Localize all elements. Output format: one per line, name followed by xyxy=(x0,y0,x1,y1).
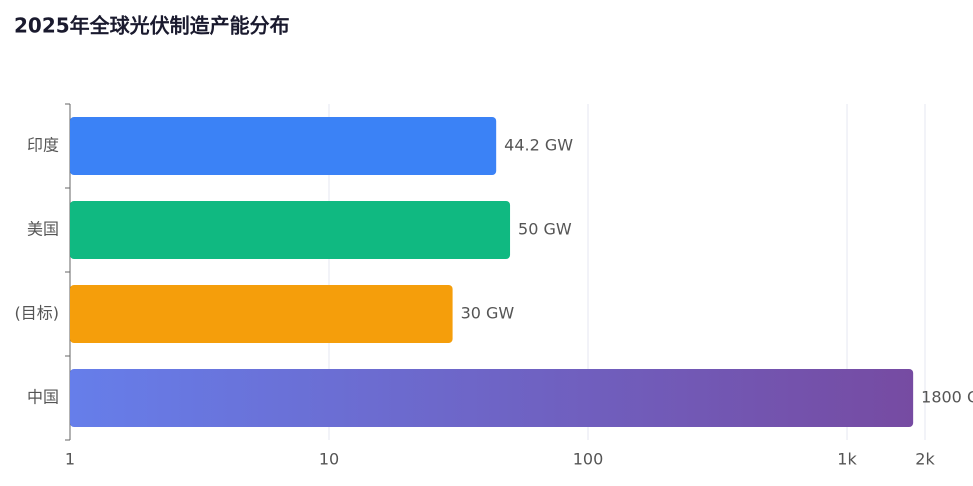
y-tick-label: 印度 xyxy=(27,136,59,155)
chart-title: 2025年全球光伏制造产能分布 xyxy=(14,14,290,38)
bar xyxy=(70,285,453,343)
x-tick-label: 1k xyxy=(837,450,857,469)
x-tick-label: 10 xyxy=(319,450,339,469)
x-tick-label: 1 xyxy=(65,450,75,469)
bar xyxy=(70,369,914,427)
value-label: 1800 GW xyxy=(921,388,973,407)
value-label: 30 GW xyxy=(461,304,515,323)
y-tick-label: 中国 xyxy=(27,388,59,407)
x-tick-label: 2k xyxy=(915,450,935,469)
bar xyxy=(70,117,497,175)
x-tick-label: 100 xyxy=(573,450,604,469)
y-tick-label: (目标) xyxy=(15,304,60,323)
value-label: 50 GW xyxy=(518,220,572,239)
bar xyxy=(70,201,511,259)
y-tick-label: 美国 xyxy=(27,220,59,239)
value-label: 44.2 GW xyxy=(504,136,573,155)
